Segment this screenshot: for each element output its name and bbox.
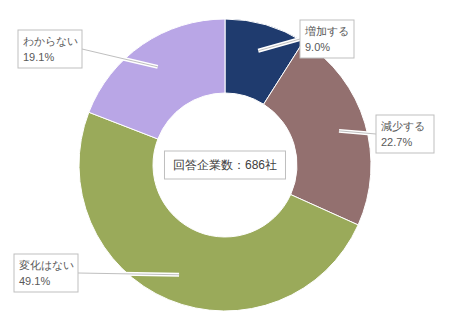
svg-text:わからない: わからない <box>23 35 78 47</box>
svg-text:減少する: 減少する <box>381 120 425 133</box>
svg-text:変化はない: 変化はない <box>19 259 74 271</box>
html-text:回答企業数：686社: 回答企業数：686社 <box>173 157 277 172</box>
svg-text:増加する: 増加する <box>304 25 349 38</box>
svg-text:9.0%: 9.0% <box>305 41 330 53</box>
svg-text:22.7%: 22.7% <box>381 136 412 148</box>
svg-text:19.1%: 19.1% <box>23 51 54 63</box>
svg-text:49.1%: 49.1% <box>19 275 50 287</box>
